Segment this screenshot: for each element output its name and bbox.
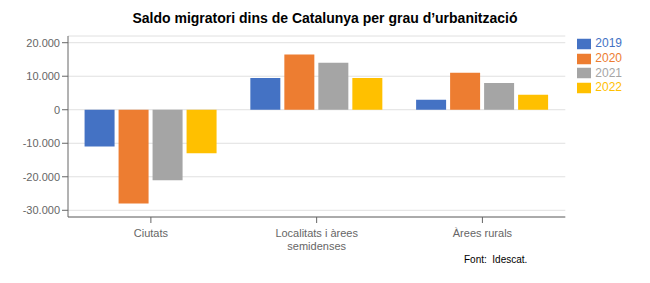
svg-text:Localitats i àreessemidenses: Localitats i àreessemidenses — [275, 227, 358, 252]
svg-text:10.000: 10.000 — [26, 70, 60, 82]
svg-text:Ciutats: Ciutats — [134, 227, 169, 239]
svg-text:-20.000: -20.000 — [23, 171, 60, 183]
svg-text:-10.000: -10.000 — [23, 137, 60, 149]
html-text:2021: 2021 — [595, 65, 622, 80]
svg-text:Àrees rurals: Àrees rurals — [453, 227, 513, 239]
html-text:2022: 2022 — [595, 80, 622, 95]
html-text:Saldo migratori dins de Catalu: Saldo migratori dins de Catalunya per gr… — [132, 10, 518, 26]
html-text:2019: 2019 — [595, 36, 622, 50]
html-text:2020: 2020 — [595, 50, 622, 65]
html-text:Font: Idescat.: Font: Idescat. — [464, 254, 528, 265]
svg-text:0: 0 — [54, 104, 60, 116]
svg-text:20.000: 20.000 — [26, 37, 60, 49]
svg-text:-30.000: -30.000 — [23, 204, 60, 216]
